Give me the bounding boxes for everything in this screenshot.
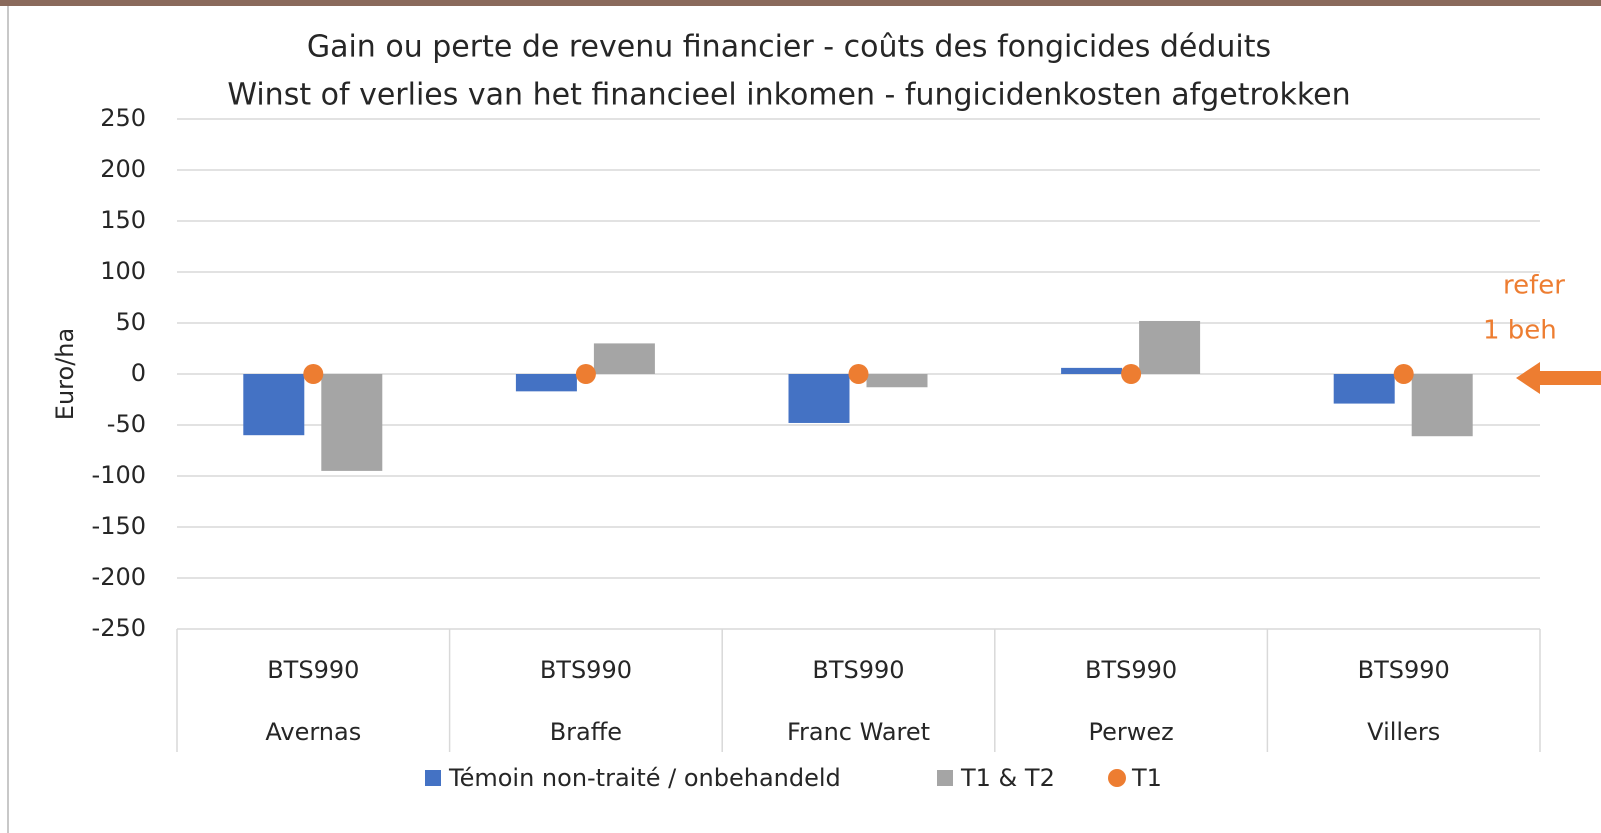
bar (321, 374, 383, 471)
legend-swatch (937, 770, 953, 786)
bar (788, 374, 850, 423)
y-tick-label: -200 (92, 563, 146, 591)
y-tick-label: 50 (115, 308, 146, 336)
bar (866, 374, 928, 388)
x-tick-label: Villers (1367, 718, 1440, 746)
marker (303, 364, 324, 384)
chart-title: Gain ou perte de revenu financier - coût… (307, 30, 1271, 65)
x-tick-label: BTS990 (812, 656, 904, 684)
y-tick-label: 200 (100, 155, 146, 183)
bar (1333, 374, 1395, 404)
top-band (0, 0, 1601, 6)
x-tick-label: BTS990 (540, 656, 632, 684)
marker (575, 364, 596, 384)
chart-subtitle: Winst of verlies van het financieel inko… (227, 78, 1350, 113)
x-tick-label: Perwez (1088, 718, 1173, 746)
x-tick-label: Franc Waret (787, 718, 930, 746)
annotation: 1 beh (1483, 316, 1557, 346)
y-axis-label: Euro/ha (51, 328, 79, 420)
annotation-arrow (1516, 362, 1601, 394)
legend-swatch (425, 770, 441, 786)
y-tick-label: 150 (100, 206, 146, 234)
bar (1061, 367, 1123, 374)
marker (1393, 364, 1414, 384)
x-tick-label: BTS990 (1358, 656, 1450, 684)
legend-label: Témoin non-traité / onbehandeld (448, 764, 841, 792)
legend-label: T1 (1131, 764, 1162, 792)
bar (1139, 320, 1201, 374)
y-tick-label: -50 (107, 410, 146, 438)
legend-swatch (1108, 769, 1126, 787)
bar (515, 374, 577, 392)
y-tick-label: -100 (92, 461, 146, 489)
bar (593, 343, 655, 374)
bar (1411, 374, 1473, 437)
y-tick-label: 0 (131, 359, 146, 387)
y-tick-label: 250 (100, 104, 146, 132)
marker (848, 364, 869, 384)
legend-label: T1 & T2 (960, 764, 1055, 792)
bar (243, 374, 305, 436)
x-tick-label: BTS990 (267, 656, 359, 684)
x-tick-label: BTS990 (1085, 656, 1177, 684)
y-tick-label: -150 (92, 512, 146, 540)
y-tick-label: 100 (100, 257, 146, 285)
x-tick-label: Braffe (550, 718, 622, 746)
y-tick-label: -250 (92, 614, 146, 642)
annotation: refer (1503, 271, 1565, 301)
marker (1121, 364, 1142, 384)
x-tick-label: Avernas (265, 718, 361, 746)
